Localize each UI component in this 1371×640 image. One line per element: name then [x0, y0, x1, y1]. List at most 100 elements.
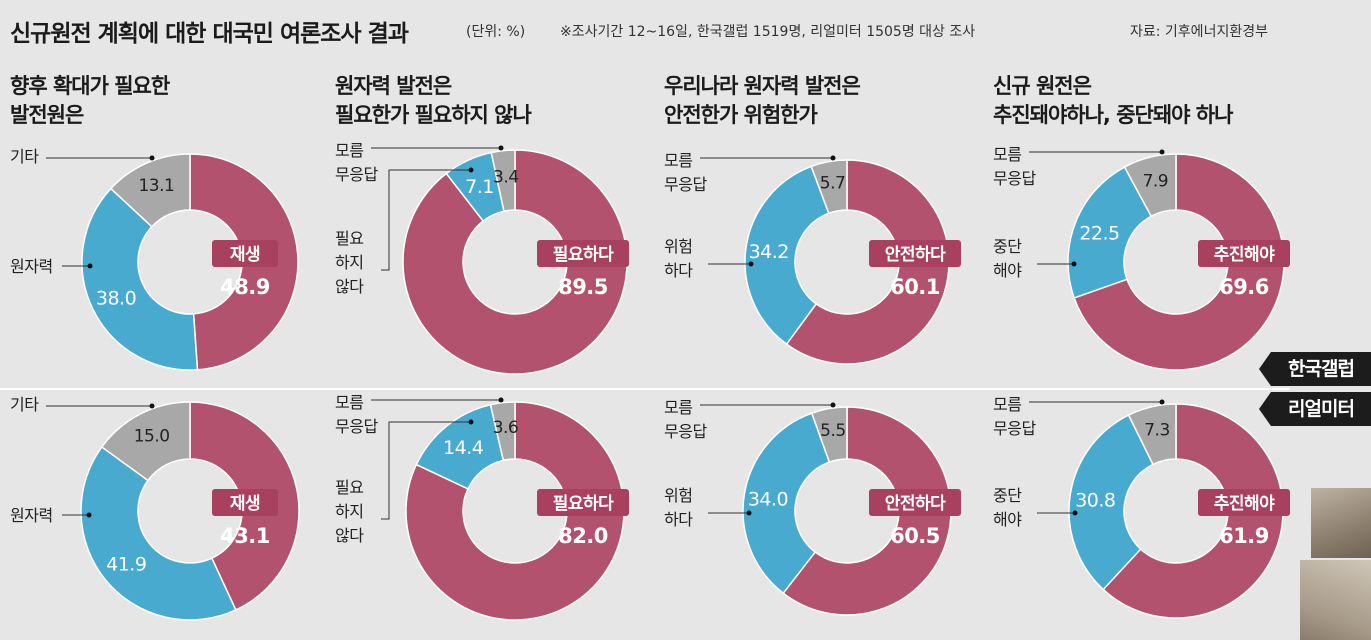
other-category-label: 기타	[10, 147, 39, 166]
leader-dot	[149, 155, 155, 161]
secondary-category-label: 않다	[335, 277, 364, 296]
page-title: 신규원전 계획에 대한 대국민 여론조사 결과	[10, 21, 409, 47]
leader-dot	[149, 403, 155, 409]
secondary-category-label: 해야	[993, 510, 1022, 529]
secondary-category-label: 하다	[664, 510, 693, 529]
leader-dot	[1071, 261, 1077, 267]
donut-slice	[109, 153, 191, 228]
other-category-label: 모름	[664, 151, 692, 170]
donut-slice	[810, 406, 848, 464]
category-badge	[1198, 240, 1290, 267]
leader-dot	[746, 510, 752, 516]
other-category-label: 모름	[335, 141, 363, 160]
leader-line	[381, 421, 471, 520]
background-photo	[1311, 488, 1371, 558]
category-badge	[869, 489, 961, 516]
question-title-line: 원자력 발전은	[335, 74, 452, 98]
donut-slice	[490, 149, 516, 213]
secondary-category-label: 하지	[335, 502, 363, 521]
category-badge	[212, 240, 278, 267]
question-title-line: 발전원은	[10, 103, 84, 127]
secondary-category-label: 않다	[335, 526, 364, 545]
secondary-category-label: 하지	[335, 253, 363, 272]
leader-dot	[1159, 399, 1165, 405]
question-title-1: 향후 확대가 필요한 발전원은	[10, 72, 170, 130]
leader-dot	[468, 419, 474, 425]
secondary-category-label: 원자력	[10, 257, 53, 276]
secondary-category-label: 중단	[993, 237, 1022, 256]
main-value-label: 48.9	[220, 275, 270, 299]
leader-dot	[498, 397, 504, 403]
secondary-value-label: 30.8	[1075, 489, 1115, 511]
donut-slice	[1123, 153, 1177, 218]
donut-slice	[810, 159, 848, 215]
category-badge	[1198, 489, 1290, 516]
survey-note: ※조사기간 12~16일, 한국갤럽 1519명, 리얼미터 1505명 대상 …	[560, 24, 976, 40]
donut-slice	[80, 445, 237, 621]
category-badge	[537, 240, 629, 267]
question-title-2: 원자력 발전은 필요한가 필요하지 않나	[335, 72, 532, 130]
other-value-label: 15.0	[134, 427, 170, 447]
other-category-label: 모름	[993, 145, 1021, 164]
donut-slice	[489, 401, 516, 462]
leader-dot	[498, 145, 504, 151]
secondary-category-label: 해야	[993, 261, 1022, 280]
secondary-category-label: 중단	[993, 486, 1022, 505]
other-value-label: 3.6	[493, 418, 519, 438]
category-badge-label: 추진해야	[1214, 245, 1275, 265]
question-title-line: 안전한가 위험한가	[664, 103, 818, 127]
category-badge	[537, 489, 629, 516]
question-title-4: 신규 원전은 추진돼야하나, 중단돼야 하나	[993, 72, 1233, 130]
question-title-line: 필요한가 필요하지 않나	[335, 103, 532, 127]
leader-dot	[748, 261, 754, 267]
donut-slice	[1127, 403, 1177, 466]
other-category-label: 기타	[10, 395, 39, 414]
leader-dot	[830, 155, 836, 161]
other-value-label: 7.3	[1144, 421, 1170, 441]
category-badge-label: 안전하다	[885, 494, 946, 514]
question-title-line: 신규 원전은	[993, 74, 1092, 98]
secondary-value-label: 41.9	[106, 553, 146, 575]
other-category-label: 무응답	[664, 175, 707, 194]
secondary-value-label: 22.5	[1079, 223, 1119, 245]
other-value-label: 5.7	[820, 173, 846, 193]
secondary-category-label: 필요	[335, 229, 363, 248]
donut-slice	[1068, 414, 1154, 591]
donut-slice	[1067, 166, 1153, 299]
main-value-label: 60.1	[890, 275, 940, 299]
main-value-label: 60.5	[890, 524, 940, 548]
secondary-category-label: 하다	[664, 261, 693, 280]
donut-slice	[742, 412, 831, 595]
secondary-value-label: 14.4	[443, 437, 484, 459]
category-badge	[869, 240, 961, 267]
secondary-value-label: 34.2	[749, 241, 789, 263]
category-badge-label: 추진해야	[1214, 494, 1275, 514]
category-badge-label: 재생	[230, 245, 260, 265]
leader-dot	[468, 167, 474, 173]
other-value-label: 13.1	[138, 176, 174, 196]
main-value-label: 43.1	[220, 524, 270, 548]
background-photo	[1300, 560, 1371, 640]
other-category-label: 모름	[993, 395, 1021, 414]
donut-slice	[744, 165, 830, 346]
donut-slice	[81, 187, 199, 371]
legend-gallup-tag: 한국갤럽	[1259, 352, 1371, 386]
other-value-label: 5.5	[820, 421, 846, 441]
secondary-category-label: 필요	[335, 478, 363, 497]
main-value-label: 82.0	[558, 524, 608, 548]
leader-dot	[86, 512, 92, 518]
secondary-value-label: 7.1	[465, 176, 494, 198]
category-badge	[212, 489, 278, 516]
category-badge-label: 재생	[230, 494, 260, 514]
legend-realmeter-tag: 리얼미터	[1259, 392, 1371, 426]
other-category-label: 무응답	[664, 422, 707, 441]
other-category-label: 모름	[664, 398, 692, 417]
donut-slice	[1073, 153, 1285, 371]
secondary-value-label: 34.0	[748, 488, 788, 510]
question-title-3: 우리나라 원자력 발전은 안전한가 위험한가	[664, 72, 861, 130]
main-value-label: 89.5	[558, 275, 608, 299]
category-badge-label: 필요하다	[553, 245, 614, 265]
other-category-label: 무응답	[993, 169, 1036, 188]
question-title-line: 우리나라 원자력 발전은	[664, 74, 861, 98]
